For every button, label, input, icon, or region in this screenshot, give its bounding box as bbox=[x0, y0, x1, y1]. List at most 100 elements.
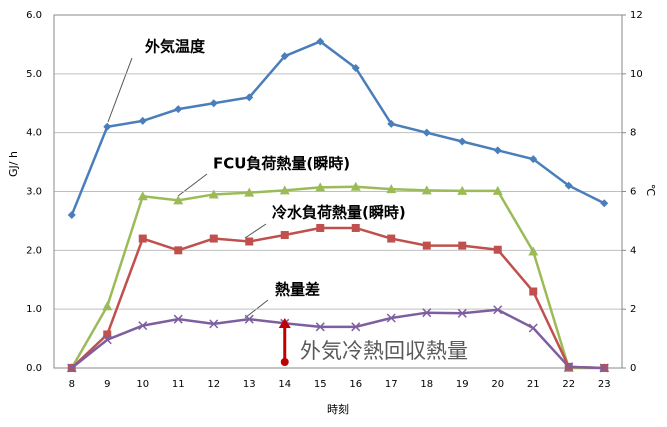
x-tick-label: 17 bbox=[385, 379, 398, 390]
marker bbox=[351, 322, 361, 332]
marker bbox=[457, 185, 468, 195]
y2-tick-label: 0 bbox=[630, 363, 636, 374]
y-tick-label: 5.0 bbox=[26, 69, 42, 80]
marker bbox=[102, 335, 112, 345]
series-label: 外気温度 bbox=[144, 38, 206, 56]
y-tick-label: 0.0 bbox=[26, 363, 42, 374]
y2-tick-label: 12 bbox=[630, 10, 643, 21]
marker bbox=[564, 362, 574, 372]
marker bbox=[493, 146, 502, 155]
marker bbox=[138, 321, 148, 331]
y-axis-label: GJ/ h bbox=[7, 151, 20, 177]
series-line bbox=[70, 40, 605, 216]
y2-tick-label: 8 bbox=[630, 128, 636, 139]
y-tick-label: 4.0 bbox=[26, 128, 42, 139]
y-tick-label: 2.0 bbox=[26, 245, 42, 256]
marker bbox=[174, 246, 183, 255]
series-line bbox=[70, 185, 605, 370]
marker bbox=[209, 319, 219, 329]
marker bbox=[138, 234, 147, 243]
marker bbox=[528, 246, 539, 256]
y2-tick-label: 10 bbox=[630, 69, 643, 80]
marker bbox=[103, 330, 112, 339]
y-tick-label: 6.0 bbox=[26, 10, 42, 21]
series-label: FCU負荷熱量(瞬時) bbox=[213, 155, 350, 173]
x-tick-label: 8 bbox=[69, 379, 75, 390]
marker bbox=[102, 301, 113, 311]
marker bbox=[315, 322, 325, 332]
y2-tick-label: 2 bbox=[630, 304, 636, 315]
x-tick-label: 9 bbox=[104, 379, 110, 390]
x-tick-label: 23 bbox=[598, 379, 611, 390]
y-tick-label: 1.0 bbox=[26, 304, 42, 315]
x-tick-label: 20 bbox=[491, 379, 504, 390]
marker bbox=[387, 234, 396, 243]
marker bbox=[422, 308, 432, 318]
marker bbox=[528, 323, 538, 333]
marker bbox=[492, 185, 503, 195]
marker bbox=[244, 187, 255, 197]
marker bbox=[458, 241, 467, 250]
marker bbox=[103, 122, 112, 131]
marker bbox=[599, 363, 609, 373]
leader-lines bbox=[107, 57, 269, 319]
marker bbox=[351, 223, 360, 232]
marker bbox=[209, 234, 218, 243]
marker bbox=[316, 223, 325, 232]
series-label: 冷水負荷熱量(瞬時) bbox=[272, 204, 406, 222]
marker bbox=[174, 105, 183, 114]
marker bbox=[529, 287, 538, 296]
marker bbox=[316, 37, 325, 46]
marker bbox=[351, 63, 360, 72]
y2-tick-label: 6 bbox=[630, 187, 636, 198]
y-tick-label: 3.0 bbox=[26, 187, 42, 198]
x-tick-label: 18 bbox=[420, 379, 433, 390]
x-tick-label: 22 bbox=[562, 379, 575, 390]
marker bbox=[564, 181, 573, 190]
marker bbox=[173, 314, 183, 324]
series-line bbox=[70, 226, 605, 370]
x-tick-label: 11 bbox=[172, 379, 185, 390]
series-label: 熱量差 bbox=[275, 281, 320, 299]
marker bbox=[280, 52, 289, 61]
x-tick-label: 16 bbox=[349, 379, 362, 390]
annotation: 外気冷熱回収熱量 bbox=[300, 339, 468, 363]
marker bbox=[457, 308, 467, 318]
marker bbox=[600, 199, 609, 208]
marker bbox=[245, 93, 254, 102]
plot-border bbox=[53, 14, 623, 369]
marker bbox=[67, 363, 77, 373]
y2-tick-label: 4 bbox=[630, 245, 636, 256]
series-line bbox=[70, 308, 605, 370]
marker bbox=[138, 116, 147, 125]
marker bbox=[387, 119, 396, 128]
marker bbox=[245, 237, 254, 246]
marker bbox=[421, 185, 432, 195]
marker bbox=[173, 195, 184, 205]
marker bbox=[315, 182, 326, 192]
x-tick-label: 19 bbox=[456, 379, 469, 390]
marker bbox=[137, 191, 148, 201]
arrow-tail bbox=[280, 358, 289, 366]
x-axis-label: 時刻 bbox=[327, 402, 349, 416]
marker bbox=[529, 155, 538, 164]
marker bbox=[209, 99, 218, 108]
marker bbox=[386, 184, 397, 194]
marker bbox=[422, 128, 431, 137]
arrow-head bbox=[278, 317, 291, 328]
x-tick-label: 14 bbox=[278, 379, 291, 390]
marker bbox=[67, 211, 76, 220]
marker bbox=[244, 314, 254, 324]
x-tick-label: 13 bbox=[243, 379, 256, 390]
x-tick-label: 21 bbox=[527, 379, 540, 390]
x-tick-label: 10 bbox=[136, 379, 149, 390]
marker bbox=[493, 245, 502, 254]
y2-axis-label: ℃ bbox=[644, 184, 657, 196]
marker bbox=[422, 241, 431, 250]
marker bbox=[279, 185, 290, 195]
marker bbox=[280, 231, 289, 240]
marker bbox=[386, 313, 396, 323]
marker bbox=[208, 189, 219, 199]
marker bbox=[493, 305, 503, 315]
